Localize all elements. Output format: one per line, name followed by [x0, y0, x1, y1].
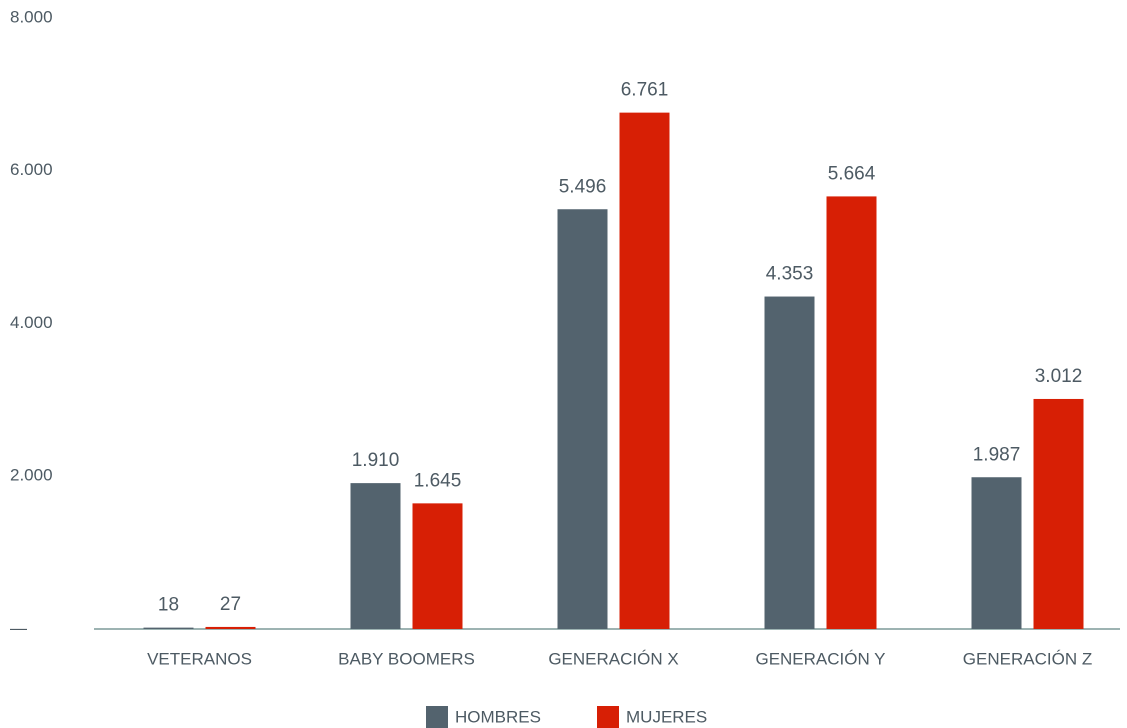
bar: [826, 196, 877, 630]
x-tick-label: GENERACIÓN Y: [755, 649, 885, 668]
value-label: 18: [158, 595, 179, 616]
x-tick-label: VETERANOS: [147, 649, 252, 668]
bar: [350, 483, 401, 629]
value-label: 5.664: [828, 163, 876, 184]
value-label: 4.353: [766, 264, 814, 285]
legend-swatch: [597, 706, 619, 728]
value-label: 5.496: [559, 176, 607, 197]
y-tick-label: 8.000: [10, 7, 53, 26]
x-tick-label: GENERACIÓN Z: [963, 649, 1092, 668]
bar: [205, 626, 256, 629]
legend-label: HOMBRES: [455, 707, 541, 726]
x-tick-label: BABY BOOMERS: [338, 649, 475, 668]
value-label: 6.761: [621, 80, 669, 101]
bar: [619, 112, 670, 630]
bar: [143, 627, 194, 629]
x-tick-label: GENERACIÓN X: [548, 649, 678, 668]
bar: [764, 296, 815, 629]
value-label: 1.987: [973, 444, 1021, 465]
y-tick-label: 4.000: [10, 313, 53, 332]
bar: [971, 477, 1022, 629]
legend-swatch: [426, 706, 448, 728]
legend-label: MUJERES: [626, 707, 707, 726]
value-label: 1.645: [414, 470, 462, 491]
y-tick-label: 6.000: [10, 160, 53, 179]
value-label: 3.012: [1035, 366, 1083, 387]
y-tick-label: 2.000: [10, 466, 53, 485]
bar: [412, 503, 463, 629]
value-label: 1.910: [352, 450, 400, 471]
y-tick-label: —: [10, 618, 27, 637]
bar: [1033, 398, 1084, 629]
bar: [557, 209, 608, 630]
value-label: 27: [220, 594, 241, 615]
